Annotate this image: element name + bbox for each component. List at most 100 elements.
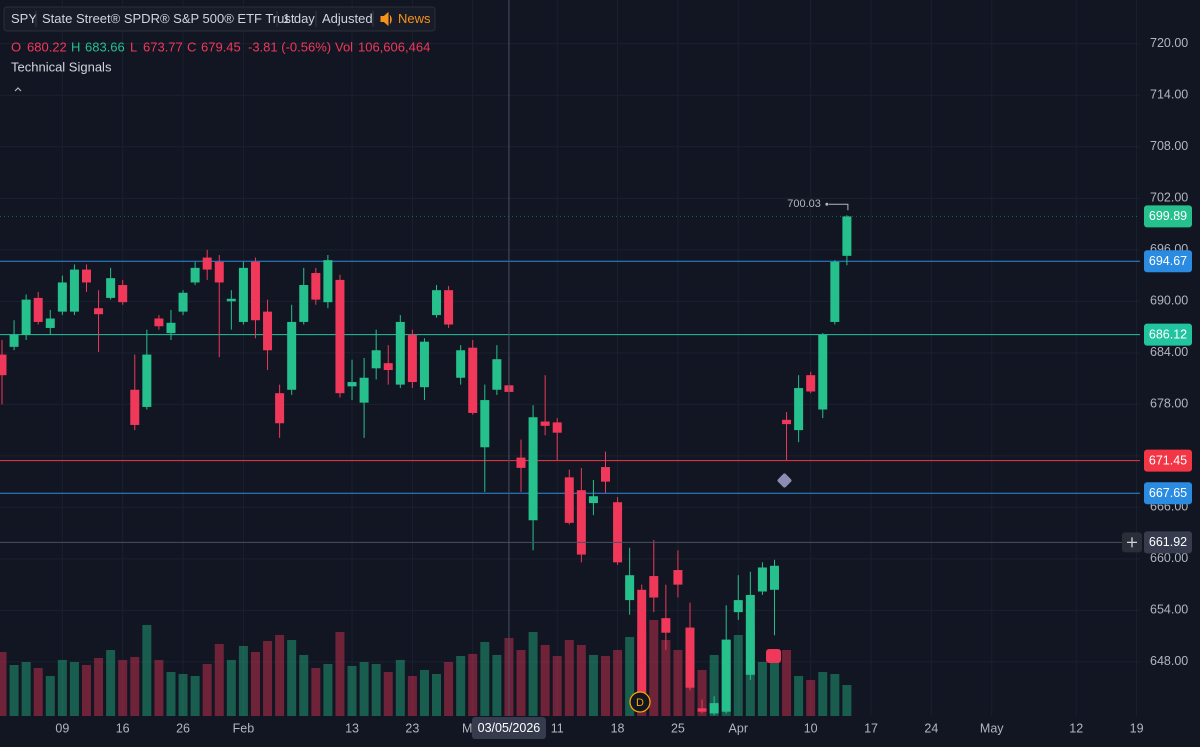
volume-bar — [516, 650, 526, 716]
x-tick-label: 09 — [55, 721, 69, 735]
volume-bar — [673, 650, 683, 716]
volume-bar — [45, 675, 55, 716]
volume-bar — [480, 641, 490, 716]
y-tick-label: 708.00 — [1150, 139, 1188, 153]
candle-body — [395, 321, 405, 385]
candle-body — [311, 273, 321, 300]
candle-body — [238, 267, 248, 322]
volume-bar — [818, 672, 828, 716]
legend-close: 679.45 — [201, 39, 241, 54]
candle-body — [649, 576, 659, 598]
candle-body — [576, 490, 586, 555]
volume-bar — [226, 659, 236, 716]
high-annotation: 700.03 — [787, 198, 821, 210]
candle-body — [323, 260, 333, 303]
candle-body — [818, 334, 828, 410]
volume-bar — [794, 675, 804, 716]
candle-body — [709, 703, 719, 714]
volume-bar — [661, 639, 671, 716]
crosshair-date: 03/05/2026 — [478, 721, 541, 735]
volume-bar — [540, 644, 550, 716]
candle-body — [45, 318, 55, 328]
y-tick-label: 714.00 — [1150, 88, 1188, 102]
price-line-label: 667.65 — [1149, 486, 1187, 500]
candle-body — [480, 400, 490, 448]
volume-bar — [468, 653, 478, 716]
symbol[interactable]: SPY — [11, 11, 37, 26]
volume-bar — [769, 654, 779, 716]
volume-bar — [21, 662, 31, 716]
header-box — [3, 6, 436, 32]
volume-bar — [347, 665, 357, 716]
volume-bar — [806, 680, 816, 716]
earnings-marker[interactable] — [766, 649, 781, 663]
volume-bar — [275, 635, 285, 716]
candle-body — [178, 292, 188, 312]
adjustment[interactable]: Adjusted — [322, 11, 373, 26]
candle-body — [528, 417, 538, 521]
volume-bar — [625, 636, 635, 716]
candle-body — [106, 278, 116, 298]
volume-bar — [190, 675, 200, 716]
candle-body — [94, 308, 104, 315]
volume-bar — [492, 654, 502, 716]
x-tick-label: 19 — [1130, 721, 1144, 735]
volume-layer — [0, 620, 852, 716]
candle-body — [769, 565, 779, 590]
indicator-title[interactable]: Technical Signals — [11, 59, 112, 74]
volume-bar — [214, 644, 224, 716]
legend-open-label: O — [11, 39, 21, 54]
volume-bar — [94, 657, 104, 716]
instrument-name: State Street® SPDR® S&P 500® ETF Trust — [42, 11, 295, 26]
high-annotation-line — [828, 203, 849, 211]
volume-bar — [371, 663, 381, 716]
volume-bar — [456, 656, 466, 716]
legend-open: 680.22 — [27, 39, 67, 54]
volume-bar — [383, 672, 393, 716]
volume-bar — [69, 662, 79, 716]
interval[interactable]: 1 day — [283, 11, 315, 26]
signal-marker[interactable] — [777, 473, 793, 489]
candle-body — [214, 261, 224, 283]
price-line-label: 686.12 — [1149, 327, 1187, 341]
candle-body — [419, 341, 429, 388]
collapse-caret[interactable] — [14, 87, 22, 92]
dividend-marker[interactable] — [629, 691, 651, 713]
candle-body — [540, 421, 550, 426]
candle-body — [685, 627, 695, 688]
x-tick-label: 13 — [345, 721, 359, 735]
candle-body — [601, 467, 610, 482]
candle-body — [383, 363, 393, 371]
y-tick-label: 660.00 — [1150, 551, 1188, 565]
legend-high: 683.66 — [85, 39, 125, 54]
crosshair-price-badge — [1144, 531, 1192, 554]
candle-body — [263, 311, 273, 351]
high-annotation-dot — [825, 202, 829, 206]
candle-body — [733, 600, 743, 613]
crosshair-price-label: 661.92 — [1149, 535, 1187, 549]
news[interactable]: News — [398, 11, 431, 26]
candle-body — [118, 285, 128, 303]
y-tick-label: 720.00 — [1150, 36, 1188, 50]
volume-bar — [407, 675, 417, 716]
y-tick-label: 690.00 — [1150, 294, 1188, 308]
candle-body — [588, 496, 598, 504]
volume-bar — [359, 662, 369, 716]
legend-close-label: C — [187, 39, 196, 54]
volume-bar — [33, 668, 43, 716]
news-icon — [380, 11, 392, 27]
candle-body — [432, 290, 442, 316]
volume-bar — [263, 641, 273, 716]
crosshair-date-badge — [471, 717, 546, 739]
volume-bar — [601, 656, 610, 716]
volume-bar — [552, 656, 562, 716]
candle-body — [407, 334, 417, 383]
volume-bar — [154, 659, 164, 716]
volume-bar — [0, 651, 7, 716]
volume-bar — [733, 635, 743, 716]
candle-body — [625, 575, 635, 601]
volume-bar — [444, 662, 454, 716]
